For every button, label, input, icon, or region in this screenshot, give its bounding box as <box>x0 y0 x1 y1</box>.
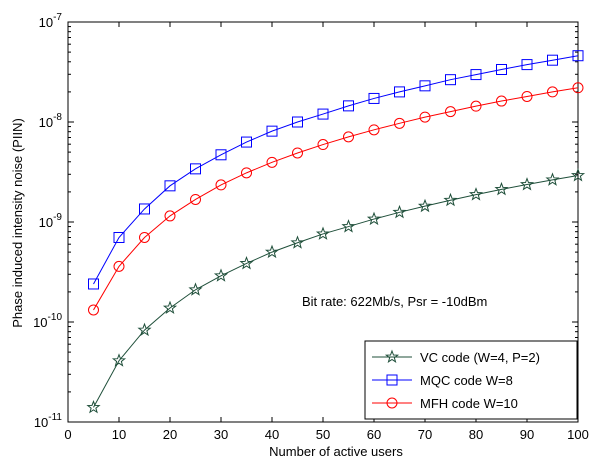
data-point <box>264 244 280 259</box>
data-point <box>521 59 533 71</box>
y-tick-label: 10-11 <box>34 412 63 430</box>
x-tick-label: 30 <box>214 427 228 442</box>
x-axis-title: Number of active users <box>269 444 403 459</box>
data-point <box>292 147 303 159</box>
data-point <box>496 95 507 107</box>
data-point <box>241 136 252 148</box>
data-point <box>111 353 127 367</box>
data-point <box>266 156 278 168</box>
legend-entry: MQC code W=8 <box>372 373 513 388</box>
data-point <box>113 231 125 243</box>
x-tick-label: 10 <box>112 427 126 442</box>
data-point <box>139 203 150 215</box>
data-point <box>241 167 252 179</box>
x-tick-label: 90 <box>520 427 534 442</box>
data-point <box>162 300 178 315</box>
data-point <box>570 168 586 182</box>
data-point <box>139 231 150 243</box>
data-point <box>443 192 458 207</box>
data-point <box>164 210 176 222</box>
legend-entry: MFH code W=10 <box>372 396 518 411</box>
data-point <box>368 124 380 136</box>
legend-label: MFH code W=10 <box>420 396 518 411</box>
data-point <box>86 399 101 414</box>
data-point <box>366 211 382 226</box>
data-point <box>445 106 456 118</box>
data-point <box>419 111 431 123</box>
data-point <box>392 204 407 219</box>
y-tick-label: 10-9 <box>39 212 63 230</box>
y-axis-title: Phase induced intensity noise (PIIN) <box>10 118 25 328</box>
data-point <box>470 69 482 81</box>
data-point <box>496 63 507 75</box>
series-star <box>86 168 586 414</box>
series-square <box>88 50 584 290</box>
legend-marker <box>386 397 398 409</box>
data-point <box>494 181 509 196</box>
data-point <box>394 117 405 129</box>
data-point <box>341 219 356 233</box>
data-point <box>190 163 201 175</box>
x-tick-label: 50 <box>316 427 330 442</box>
data-point <box>188 282 203 296</box>
legend: VC code (W=4, P=2) MQC code W=8 MFH code W… <box>364 340 578 420</box>
data-point <box>292 116 303 128</box>
data-point <box>317 108 329 120</box>
legend-label: MQC code W=8 <box>420 373 513 388</box>
annotation-text: Bit rate: 622Mb/s, Psr = -10dBm <box>302 294 487 309</box>
data-point <box>290 235 305 249</box>
data-point <box>213 268 229 282</box>
data-point <box>137 322 152 337</box>
data-point <box>317 139 329 151</box>
y-tick-label: 10-7 <box>39 12 63 30</box>
legend-marker <box>386 374 398 386</box>
data-point <box>394 86 405 98</box>
data-point <box>521 90 533 102</box>
data-point <box>343 131 354 143</box>
data-point <box>215 179 227 191</box>
legend-entry: VC code (W=4, P=2) <box>372 349 540 365</box>
data-point <box>445 74 456 86</box>
x-tick-label: 60 <box>367 427 381 442</box>
data-point <box>470 100 482 112</box>
series-line <box>93 174 579 408</box>
data-point <box>547 54 558 66</box>
data-point <box>417 198 433 213</box>
data-point <box>190 193 201 205</box>
data-point <box>315 226 331 240</box>
y-tick-labels: 10-11 10-10 10-9 10-8 10-7 <box>33 12 62 430</box>
data-point <box>547 86 558 98</box>
data-point <box>215 149 227 161</box>
data-point <box>419 80 431 92</box>
series-circle <box>88 82 584 316</box>
x-tick-label: 80 <box>469 427 483 442</box>
data-point <box>88 278 99 290</box>
data-point <box>468 187 484 201</box>
data-point <box>572 82 584 94</box>
x-tick-label: 100 <box>567 427 589 442</box>
y-tick-label: 10-10 <box>33 312 62 330</box>
x-tick-label: 70 <box>418 427 432 442</box>
series-line <box>93 55 579 285</box>
data-point <box>239 256 254 270</box>
x-tick-label: 0 <box>64 427 71 442</box>
data-point <box>113 260 125 272</box>
y-tick-label: 10-8 <box>39 112 63 130</box>
data-point <box>164 180 176 192</box>
data-point <box>266 125 278 137</box>
data-point <box>519 177 535 191</box>
data-point <box>545 172 560 186</box>
data-point <box>343 100 354 112</box>
data-point <box>368 92 380 104</box>
legend-label: VC code (W=4, P=2) <box>420 350 540 365</box>
data-point <box>572 50 584 62</box>
data-point <box>88 304 99 316</box>
x-tick-label: 40 <box>265 427 279 442</box>
series-layer <box>86 50 586 414</box>
x-tick-labels: 0 10 20 30 40 50 60 70 80 90 100 <box>64 427 588 442</box>
x-tick-label: 20 <box>163 427 177 442</box>
legend-marker <box>384 349 400 364</box>
